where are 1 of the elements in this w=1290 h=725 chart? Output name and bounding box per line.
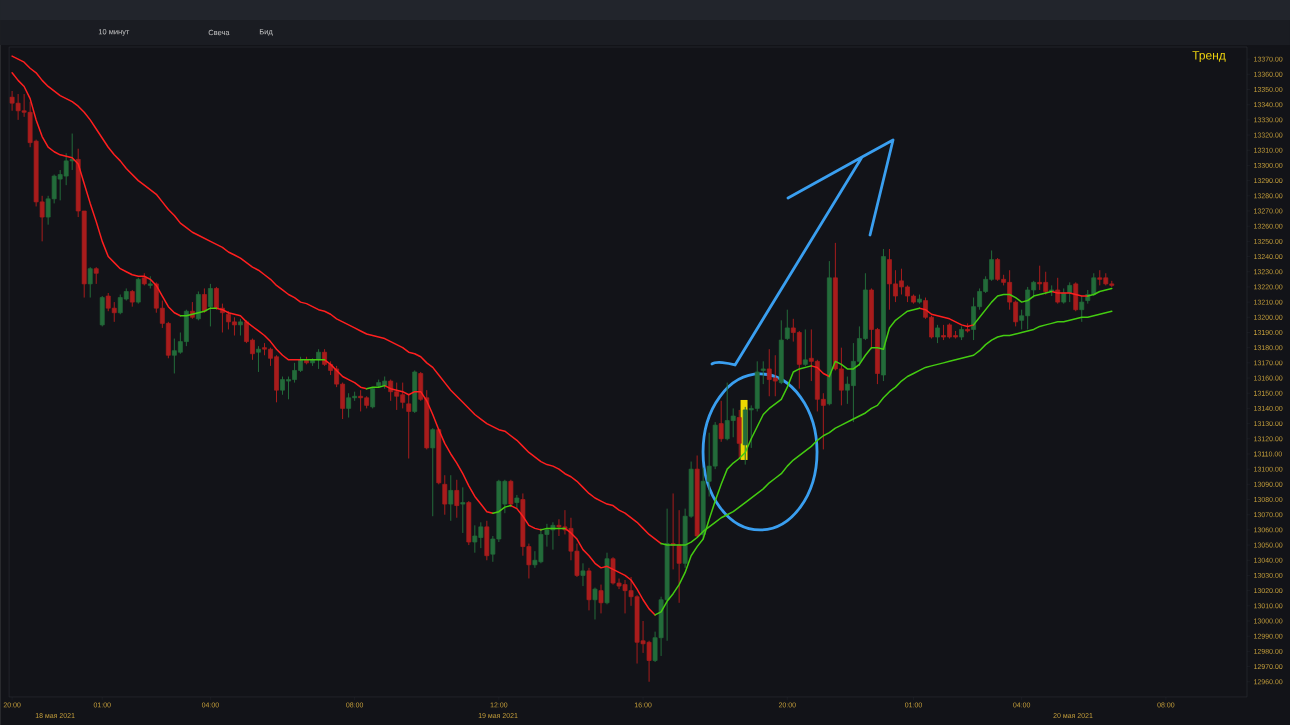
chart-title: Тренд	[1192, 51, 1226, 62]
